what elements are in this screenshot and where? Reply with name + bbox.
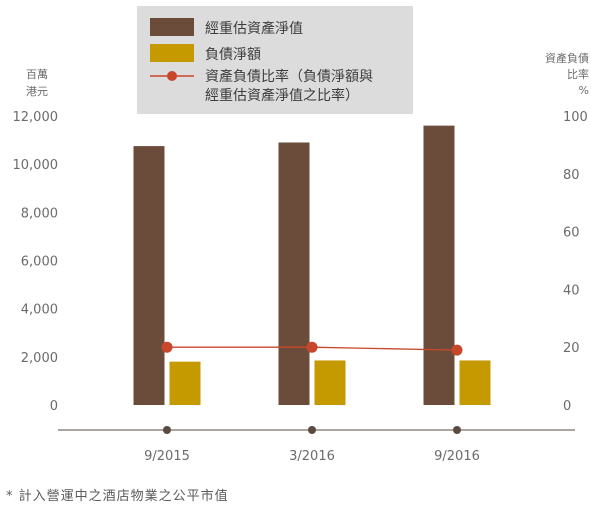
footnote: * 計入營運中之酒店物業之公平市值 (6, 488, 229, 504)
left-axis-tick-label: 4,000 (21, 303, 58, 318)
x-axis-dot (453, 426, 461, 434)
bar-net-debt (314, 360, 346, 405)
left-axis-tick-label: 2,000 (21, 351, 58, 366)
right-axis-tick-label: 40 (563, 283, 580, 298)
bar-nav (423, 125, 455, 405)
bar-net-debt (169, 361, 201, 405)
gearing-point (161, 341, 173, 353)
bar-nav (278, 142, 310, 405)
gearing-point (306, 341, 318, 353)
left-axis-tick-label: 0 (50, 399, 58, 414)
legend-swatch-net-debt (150, 44, 194, 62)
right-axis-tick-label: 80 (563, 168, 580, 183)
legend-label-gearing-line1: 資產負債比率（負債淨額與 (205, 68, 373, 85)
x-axis-dot (163, 426, 171, 434)
left-axis-unit-line2: 港元 (26, 85, 48, 98)
right-axis-tick-label: 0 (563, 399, 571, 414)
right-axis-tick-label: 60 (563, 226, 580, 241)
right-axis-unit-line3: % (579, 84, 589, 97)
right-axis-unit-line2: 比率 (567, 67, 589, 81)
x-axis-category-label: 9/2016 (434, 449, 480, 464)
legend-label-net-debt: 負債淨額 (205, 47, 261, 63)
legend-marker-gearing (167, 71, 177, 81)
right-axis-tick-label: 20 (563, 341, 580, 356)
right-axis-tick-label: 100 (563, 110, 588, 125)
x-axis-category-label: 9/2015 (144, 449, 190, 464)
bar-net-debt (459, 360, 491, 405)
left-axis-tick-label: 12,000 (13, 110, 59, 125)
x-axis-category-label: 3/2016 (289, 449, 335, 464)
gearing-point (451, 344, 463, 356)
x-axis-dot (308, 426, 316, 434)
left-axis-tick-label: 10,000 (13, 158, 59, 173)
left-axis-tick-label: 6,000 (21, 255, 58, 270)
legend-label-nav: 經重估資產淨值 (205, 20, 303, 37)
legend-label-gearing-line2: 經重估資產淨值之比率） (205, 87, 359, 104)
legend-swatch-nav (150, 18, 194, 36)
left-axis-unit-line1: 百萬 (26, 68, 48, 81)
bar-nav (133, 146, 165, 405)
left-axis-tick-label: 8,000 (21, 206, 58, 221)
right-axis-unit-line1: 資產負債 (545, 51, 589, 65)
